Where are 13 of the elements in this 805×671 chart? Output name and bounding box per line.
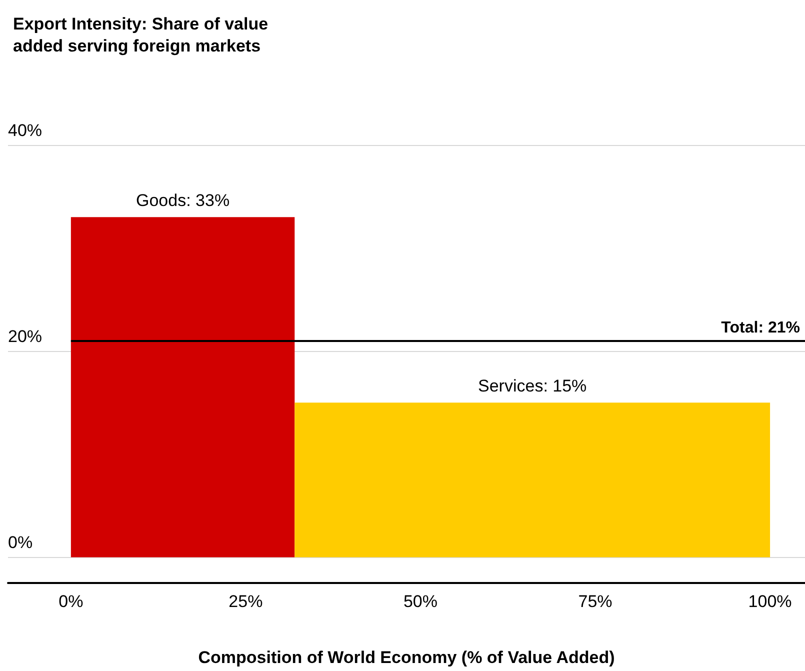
- y-tick-label: 20%: [8, 327, 42, 346]
- chart-title: Export Intensity: Share of value added serving foreign markets: [13, 14, 273, 56]
- data-label: Goods: 33%: [136, 191, 230, 210]
- x-axis-title: Composition of World Economy (% of Value Added): [198, 648, 615, 667]
- ref-line-label: Total: 21%: [721, 319, 800, 336]
- y-tick-label: 40%: [8, 121, 42, 140]
- y-tick-label: 0%: [8, 533, 33, 552]
- x-tick-label: 0%: [58, 592, 84, 611]
- x-tick-label: 75%: [578, 592, 612, 611]
- x-tick-label: 25%: [228, 592, 263, 611]
- x-tick-label: 50%: [403, 592, 438, 611]
- x-tick-label: 100%: [748, 592, 792, 611]
- data-label: Services: 15%: [478, 376, 587, 396]
